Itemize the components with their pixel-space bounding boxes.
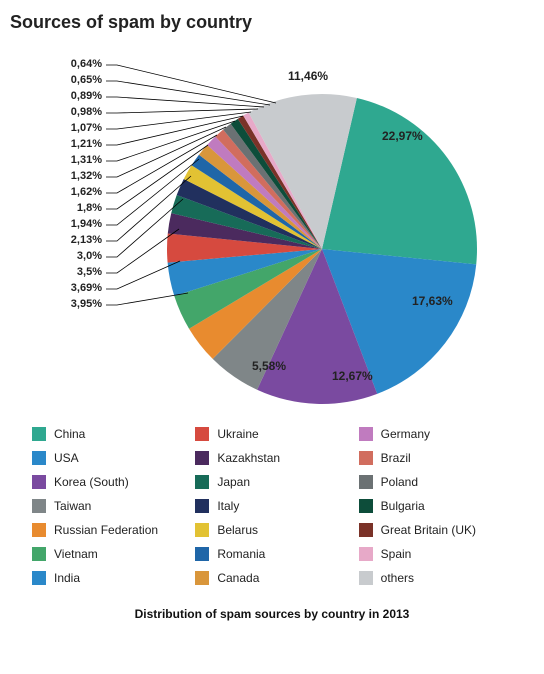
chart-title: Sources of spam by country xyxy=(10,12,534,33)
leader-line xyxy=(106,65,276,103)
legend-item: Korea (South) xyxy=(32,475,185,489)
leader-value-label: 0,98% xyxy=(52,106,102,118)
legend-item: China xyxy=(32,427,185,441)
legend-swatch xyxy=(195,475,209,489)
legend-label: India xyxy=(54,571,80,585)
legend-item: Brazil xyxy=(359,451,512,465)
leader-line xyxy=(106,109,258,113)
legend-item: Kazakhstan xyxy=(195,451,348,465)
legend-label: Canada xyxy=(217,571,259,585)
legend-label: Vietnam xyxy=(54,547,98,561)
legend-item: India xyxy=(32,571,185,585)
legend-label: Japan xyxy=(217,475,250,489)
legend-swatch xyxy=(359,451,373,465)
slice-value-label: 22,97% xyxy=(382,129,423,143)
leader-value-label: 1,8% xyxy=(52,202,102,214)
legend-item: Japan xyxy=(195,475,348,489)
slice-value-label: 17,63% xyxy=(412,294,453,308)
legend-item: others xyxy=(359,571,512,585)
legend-swatch xyxy=(32,475,46,489)
leader-value-label: 3,95% xyxy=(52,298,102,310)
legend-swatch xyxy=(195,547,209,561)
legend-swatch xyxy=(32,427,46,441)
legend: China Ukraine Germany USA Kazakhstan Brazil Ko… xyxy=(32,427,512,585)
legend-swatch xyxy=(359,547,373,561)
legend-label: Germany xyxy=(381,427,430,441)
legend-item: Belarus xyxy=(195,523,348,537)
legend-label: Brazil xyxy=(381,451,411,465)
legend-item: Canada xyxy=(195,571,348,585)
leader-line xyxy=(106,81,270,105)
legend-item: USA xyxy=(32,451,185,465)
legend-label: Russian Federation xyxy=(54,523,158,537)
legend-label: Belarus xyxy=(217,523,258,537)
leader-value-label: 1,07% xyxy=(52,122,102,134)
leader-line xyxy=(106,97,264,107)
leader-value-label: 3,0% xyxy=(52,250,102,262)
legend-swatch xyxy=(32,451,46,465)
legend-label: Poland xyxy=(381,475,418,489)
legend-label: China xyxy=(54,427,85,441)
leader-value-label: 1,21% xyxy=(52,138,102,150)
legend-swatch xyxy=(359,475,373,489)
legend-swatch xyxy=(359,523,373,537)
leader-value-label: 3,69% xyxy=(52,282,102,294)
slice-value-label: 12,67% xyxy=(332,369,373,383)
legend-swatch xyxy=(32,523,46,537)
legend-label: Romania xyxy=(217,547,265,561)
legend-item: Taiwan xyxy=(32,499,185,513)
legend-label: USA xyxy=(54,451,79,465)
leader-value-label: 0,89% xyxy=(52,90,102,102)
leader-value-label: 1,94% xyxy=(52,218,102,230)
legend-label: Taiwan xyxy=(54,499,91,513)
legend-item: Italy xyxy=(195,499,348,513)
leader-value-label: 1,62% xyxy=(52,186,102,198)
legend-item: Ukraine xyxy=(195,427,348,441)
legend-swatch xyxy=(32,547,46,561)
pie-chart: 11,46% 22,97% 17,63% 12,67% 5,58% 0,64% 0,65%… xyxy=(12,39,532,419)
legend-swatch xyxy=(195,499,209,513)
legend-label: Korea (South) xyxy=(54,475,129,489)
legend-item: Great Britain (UK) xyxy=(359,523,512,537)
legend-item: Poland xyxy=(359,475,512,489)
legend-label: Kazakhstan xyxy=(217,451,280,465)
legend-swatch xyxy=(195,571,209,585)
legend-item: Germany xyxy=(359,427,512,441)
legend-item: Bulgaria xyxy=(359,499,512,513)
legend-item: Romania xyxy=(195,547,348,561)
legend-label: Italy xyxy=(217,499,239,513)
legend-label: Ukraine xyxy=(217,427,258,441)
legend-swatch xyxy=(195,427,209,441)
legend-item: Russian Federation xyxy=(32,523,185,537)
leader-value-label: 2,13% xyxy=(52,234,102,246)
leader-value-label: 1,31% xyxy=(52,154,102,166)
legend-swatch xyxy=(195,523,209,537)
legend-label: Bulgaria xyxy=(381,499,425,513)
legend-item: Vietnam xyxy=(32,547,185,561)
legend-label: others xyxy=(381,571,414,585)
leader-value-label: 0,65% xyxy=(52,74,102,86)
legend-swatch xyxy=(32,571,46,585)
legend-swatch xyxy=(359,499,373,513)
legend-swatch xyxy=(359,571,373,585)
leader-value-label: 1,32% xyxy=(52,170,102,182)
legend-item: Spain xyxy=(359,547,512,561)
legend-swatch xyxy=(195,451,209,465)
leader-value-label: 3,5% xyxy=(52,266,102,278)
slice-value-label: 5,58% xyxy=(252,359,286,373)
legend-swatch xyxy=(32,499,46,513)
legend-swatch xyxy=(359,427,373,441)
chart-caption: Distribution of spam sources by country … xyxy=(10,607,534,621)
leader-value-label: 0,64% xyxy=(52,58,102,70)
legend-label: Spain xyxy=(381,547,412,561)
slice-value-label: 11,46% xyxy=(288,69,328,83)
legend-label: Great Britain (UK) xyxy=(381,523,476,537)
